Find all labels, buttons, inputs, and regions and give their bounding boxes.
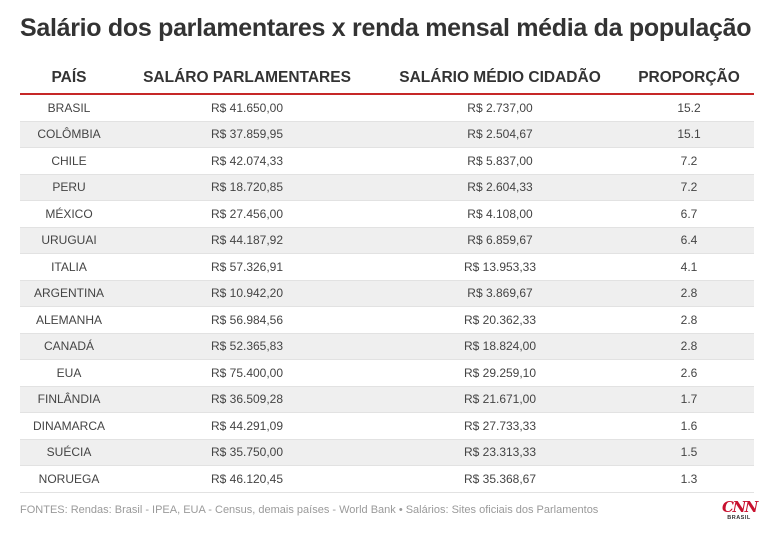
cell-ratio: 2.8: [624, 333, 754, 360]
cell-parliament-salary: R$ 37.859,95: [118, 121, 376, 148]
cell-country: COLÔMBIA: [20, 121, 118, 148]
table-row: NORUEGA R$ 46.120,45 R$ 35.368,67 1.3: [20, 465, 754, 493]
cell-country: NORUEGA: [20, 465, 118, 493]
cell-citizen-salary: R$ 4.108,00: [376, 200, 624, 228]
cell-country: ITALIA: [20, 253, 118, 281]
cell-parliament-salary: R$ 10.942,20: [118, 280, 376, 307]
data-table: PAÍS SALÁRO PARLAMENTARES SALÁRIO MÉDIO …: [20, 63, 754, 493]
column-header-pais: PAÍS: [20, 63, 118, 95]
cell-parliament-salary: R$ 36.509,28: [118, 386, 376, 413]
cell-ratio: 2.8: [624, 280, 754, 307]
table-row: BRASIL R$ 41.650,00 R$ 2.737,00 15.2: [20, 94, 754, 122]
cell-ratio: 15.2: [624, 94, 754, 122]
cell-citizen-salary: R$ 6.859,67: [376, 227, 624, 254]
cell-country: CHILE: [20, 147, 118, 175]
logo-sub-text: BRASIL: [727, 515, 751, 521]
cell-citizen-salary: R$ 2.604,33: [376, 174, 624, 201]
table-header-row: PAÍS SALÁRO PARLAMENTARES SALÁRIO MÉDIO …: [20, 63, 754, 95]
cell-citizen-salary: R$ 20.362,33: [376, 306, 624, 334]
cell-citizen-salary: R$ 35.368,67: [376, 465, 624, 493]
cell-country: DINAMARCA: [20, 412, 118, 440]
table-row: EUA R$ 75.400,00 R$ 29.259,10 2.6: [20, 359, 754, 387]
cell-parliament-salary: R$ 18.720,85: [118, 174, 376, 201]
cell-citizen-salary: R$ 23.313,33: [376, 439, 624, 466]
cell-ratio: 1.7: [624, 386, 754, 413]
cell-citizen-salary: R$ 3.869,67: [376, 280, 624, 307]
table-row: CANADÁ R$ 52.365,83 R$ 18.824,00 2.8: [20, 333, 754, 360]
cell-ratio: 4.1: [624, 253, 754, 281]
table-row: COLÔMBIA R$ 37.859,95 R$ 2.504,67 15.1: [20, 121, 754, 148]
table-row: ALEMANHA R$ 56.984,56 R$ 20.362,33 2.8: [20, 306, 754, 334]
cell-ratio: 1.3: [624, 465, 754, 493]
cell-citizen-salary: R$ 2.504,67: [376, 121, 624, 148]
cell-ratio: 2.8: [624, 306, 754, 334]
cell-citizen-salary: R$ 2.737,00: [376, 94, 624, 122]
cnn-brasil-logo: CNN BRASIL: [722, 498, 758, 522]
column-header-salario-parlamentares: SALÁRO PARLAMENTARES: [118, 63, 376, 95]
table-row: ITALIA R$ 57.326,91 R$ 13.953,33 4.1: [20, 253, 754, 281]
table-row: ARGENTINA R$ 10.942,20 R$ 3.869,67 2.8: [20, 280, 754, 307]
chart-title: Salário dos parlamentares x renda mensal…: [20, 14, 752, 42]
cell-ratio: 1.6: [624, 412, 754, 440]
cell-parliament-salary: R$ 42.074,33: [118, 147, 376, 175]
cell-citizen-salary: R$ 29.259,10: [376, 359, 624, 387]
cell-ratio: 1.5: [624, 439, 754, 466]
cell-ratio: 7.2: [624, 174, 754, 201]
table-row: DINAMARCA R$ 44.291,09 R$ 27.733,33 1.6: [20, 412, 754, 440]
column-header-salario-medio-cidadao: SALÁRIO MÉDIO CIDADÃO: [376, 63, 624, 95]
table-row: FINLÂNDIA R$ 36.509,28 R$ 21.671,00 1.7: [20, 386, 754, 413]
cell-country: SUÉCIA: [20, 439, 118, 466]
cell-parliament-salary: R$ 35.750,00: [118, 439, 376, 466]
cell-parliament-salary: R$ 46.120,45: [118, 465, 376, 493]
table-row: MÉXICO R$ 27.456,00 R$ 4.108,00 6.7: [20, 200, 754, 228]
cell-citizen-salary: R$ 13.953,33: [376, 253, 624, 281]
cell-parliament-salary: R$ 75.400,00: [118, 359, 376, 387]
cell-country: ALEMANHA: [20, 306, 118, 334]
table-row: CHILE R$ 42.074,33 R$ 5.837,00 7.2: [20, 147, 754, 175]
cell-country: ARGENTINA: [20, 280, 118, 307]
table-row: PERU R$ 18.720,85 R$ 2.604,33 7.2: [20, 174, 754, 201]
column-header-proporcao: PROPORÇÃO: [624, 63, 754, 95]
cell-citizen-salary: R$ 18.824,00: [376, 333, 624, 360]
cell-ratio: 6.4: [624, 227, 754, 254]
cell-parliament-salary: R$ 52.365,83: [118, 333, 376, 360]
cell-parliament-salary: R$ 44.187,92: [118, 227, 376, 254]
cell-country: PERU: [20, 174, 118, 201]
cell-parliament-salary: R$ 27.456,00: [118, 200, 376, 228]
cell-parliament-salary: R$ 44.291,09: [118, 412, 376, 440]
table-body: BRASIL R$ 41.650,00 R$ 2.737,00 15.2 COLÔMBI…: [20, 94, 754, 493]
cell-ratio: 7.2: [624, 147, 754, 175]
table-row: URUGUAI R$ 44.187,92 R$ 6.859,67 6.4: [20, 227, 754, 254]
cell-country: URUGUAI: [20, 227, 118, 254]
cell-country: FINLÂNDIA: [20, 386, 118, 413]
logo-main-text: CNN: [722, 498, 758, 516]
cell-country: EUA: [20, 359, 118, 387]
cell-citizen-salary: R$ 5.837,00: [376, 147, 624, 175]
cell-parliament-salary: R$ 57.326,91: [118, 253, 376, 281]
table-row: SUÉCIA R$ 35.750,00 R$ 23.313,33 1.5: [20, 439, 754, 466]
cell-ratio: 15.1: [624, 121, 754, 148]
cell-country: BRASIL: [20, 94, 118, 122]
cell-ratio: 2.6: [624, 359, 754, 387]
source-note: FONTES: Rendas: Brasil - IPEA, EUA - Cen…: [20, 504, 599, 516]
cell-citizen-salary: R$ 27.733,33: [376, 412, 624, 440]
cell-citizen-salary: R$ 21.671,00: [376, 386, 624, 413]
cell-country: CANADÁ: [20, 333, 118, 360]
cell-country: MÉXICO: [20, 200, 118, 228]
cell-parliament-salary: R$ 56.984,56: [118, 306, 376, 334]
cell-ratio: 6.7: [624, 200, 754, 228]
cell-parliament-salary: R$ 41.650,00: [118, 94, 376, 122]
